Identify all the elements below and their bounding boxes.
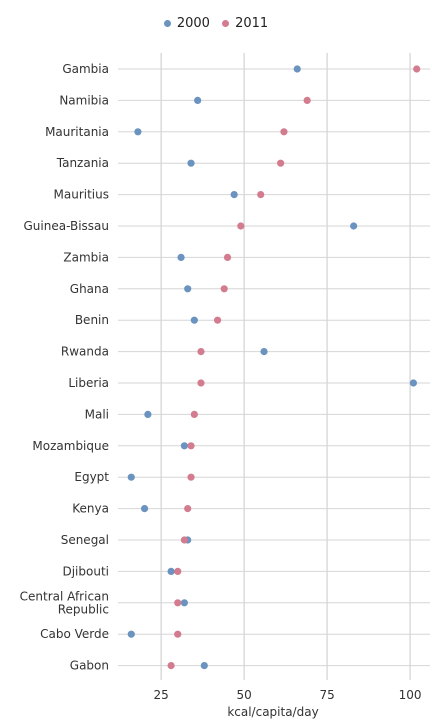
category-label: Benin [75, 313, 109, 327]
point-2000 [200, 661, 208, 670]
point-2000 [167, 567, 175, 576]
category-label: Ghana [70, 282, 109, 296]
category-label: Senegal [61, 533, 109, 547]
point-2000 [194, 96, 202, 105]
point-2011 [197, 347, 205, 356]
point-2011 [167, 661, 175, 670]
category-label: Cabo Verde [40, 627, 109, 641]
point-2011 [413, 65, 421, 73]
category-labels: Gambia Namibia Mauritania Tanzania Mauritius… [20, 62, 110, 673]
legend: 2000 2011 [0, 16, 432, 31]
point-2000 [230, 191, 238, 199]
legend-marker-2000 [163, 20, 171, 27]
point-2011 [280, 128, 288, 136]
point-2011 [213, 316, 222, 324]
x-tick-labels: 25 50 75 100 [154, 688, 422, 702]
category-label: Egypt [74, 470, 109, 484]
point-2000 [184, 285, 192, 293]
category-label: Namibia [59, 93, 109, 107]
legend-label-2011: 2011 [235, 16, 269, 31]
x-tick-label: 75 [319, 688, 334, 702]
point-2000 [260, 347, 268, 356]
point-2000 [350, 222, 358, 230]
point-2000 [180, 442, 188, 450]
point-2000 [127, 630, 135, 638]
category-label: Mauritius [54, 188, 109, 202]
point-2000 [140, 504, 149, 513]
legend-label-2000: 2000 [176, 16, 210, 31]
point-2000 [409, 379, 418, 387]
legend-marker-2011 [222, 20, 230, 27]
point-2000 [187, 159, 195, 167]
x-axis-title: kcal/capita/day [227, 705, 318, 719]
point-2011 [197, 379, 205, 387]
point-2011 [190, 410, 198, 418]
point-2000 [177, 253, 185, 261]
category-label: Tanzania [56, 156, 109, 170]
legend-item-2011: 2011 [222, 16, 268, 31]
point-2011 [223, 253, 232, 261]
category-label: Mali [85, 407, 109, 421]
category-label: Mauritania [45, 125, 109, 139]
category-label: Guinea-Bissau [23, 219, 109, 233]
category-label: Zambia [63, 250, 109, 264]
category-label: Central African Republic [20, 589, 109, 616]
x-tick-label: 25 [154, 688, 169, 702]
point-2000 [144, 410, 152, 418]
point-2011 [277, 159, 285, 167]
category-label: Gabon [70, 659, 109, 673]
point-2011 [187, 473, 195, 481]
point-2000 [180, 599, 188, 607]
point-2011 [257, 191, 265, 199]
category-label: Rwanda [61, 345, 109, 359]
point-2000 [293, 65, 301, 73]
data-points [127, 65, 421, 670]
point-2000 [190, 316, 198, 324]
x-tick-label: 50 [236, 688, 251, 702]
point-2011 [237, 222, 245, 230]
category-label: Liberia [68, 376, 109, 390]
grid [118, 53, 430, 680]
point-2011 [180, 536, 188, 544]
legend-item-2000: 2000 [163, 16, 210, 31]
category-label: Mozambique [32, 439, 109, 453]
x-tick-label: 100 [399, 688, 422, 702]
point-2011 [174, 567, 182, 576]
point-2011 [220, 285, 228, 293]
point-2011 [174, 599, 182, 607]
point-2000 [127, 473, 135, 481]
point-2011 [174, 630, 182, 638]
point-2011 [303, 96, 311, 105]
point-2011 [187, 442, 195, 450]
category-label: Djibouti [62, 564, 109, 578]
point-2000 [134, 128, 142, 136]
category-label: Gambia [62, 62, 109, 76]
category-label: Kenya [72, 502, 109, 516]
point-2011 [184, 504, 192, 513]
